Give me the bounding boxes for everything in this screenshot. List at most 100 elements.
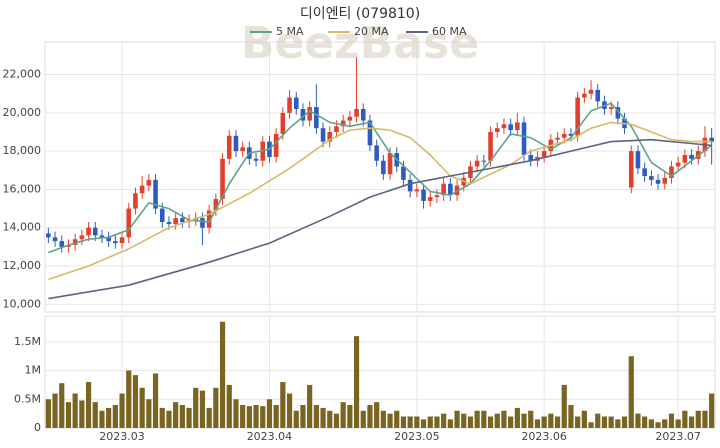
candle-body [166, 222, 172, 224]
volume-bar [72, 393, 78, 428]
candle-body [273, 133, 279, 157]
candle-body [220, 158, 225, 200]
volume-bar [648, 419, 654, 428]
volume-bar [226, 384, 232, 428]
candle-body [334, 126, 339, 132]
candle-body [374, 145, 379, 161]
volume-bar [588, 422, 594, 428]
volume-bar [266, 399, 273, 428]
candle-body [407, 179, 413, 192]
volume-bar [668, 413, 675, 428]
volume-bar [420, 419, 427, 428]
volume-bar [447, 419, 453, 428]
candle-body [615, 107, 621, 119]
volume-bar [280, 382, 286, 428]
candle-body [287, 97, 292, 113]
volume-bar [193, 387, 199, 428]
volume-bar [695, 410, 701, 428]
volume-bar [206, 407, 212, 428]
volume-bar [534, 419, 541, 428]
volume-bar [146, 399, 152, 428]
candle-body [528, 154, 534, 161]
candle-body [92, 227, 98, 236]
volume-bar [521, 413, 527, 428]
volume-bar [179, 405, 185, 428]
watermark: BeezBase [241, 18, 479, 69]
candle-body [387, 153, 393, 175]
y-tick-label: 14,000 [3, 221, 42, 234]
candle-body [655, 179, 661, 184]
x-tick-label: 2023.05 [394, 430, 440, 443]
candle-body [240, 147, 245, 152]
candle-body [72, 239, 78, 245]
volume-bar [541, 416, 547, 428]
volume-bar [253, 405, 259, 428]
candle-body [421, 189, 426, 201]
y-tick-label: 12,000 [3, 259, 42, 272]
volume-bar [615, 419, 621, 428]
candle-body [582, 93, 587, 98]
candle-body [253, 158, 259, 161]
y-tick-label: 16,000 [3, 182, 42, 195]
volume-bar [119, 393, 125, 428]
volume-bar [152, 373, 159, 428]
candle-body [86, 227, 91, 236]
candle-body [642, 168, 647, 177]
candle-body [300, 109, 306, 121]
volume-bar [327, 410, 333, 428]
volume-bar [461, 413, 467, 428]
volume-bar [688, 416, 695, 428]
volume-bar [320, 407, 326, 428]
volume-bar [360, 410, 366, 428]
candle-body [119, 237, 125, 244]
candle-body [226, 135, 232, 159]
volume-bar [347, 405, 353, 428]
volume-bar [313, 405, 319, 428]
volume-bar [307, 384, 313, 428]
candle-body [293, 97, 299, 110]
volume-bar [595, 413, 601, 428]
volume-bar [126, 370, 132, 428]
volume-bar [166, 410, 172, 428]
volume-bar [561, 384, 567, 428]
candle-body [113, 241, 118, 244]
x-tick-label: 2023.06 [521, 430, 567, 443]
legend-label: 60 MA [432, 25, 467, 38]
y-tick-label: 10,000 [3, 297, 42, 310]
candle-body [340, 120, 346, 127]
volume-bar [240, 405, 246, 428]
volume-bar [467, 416, 474, 428]
volume-bar [575, 416, 581, 428]
volume-bar [662, 419, 668, 428]
volume-bar [548, 413, 554, 428]
candle-body [46, 233, 51, 238]
candle-body [709, 137, 714, 142]
volume-bar [601, 416, 608, 428]
volume-bar [85, 382, 92, 428]
candle-body [180, 218, 185, 222]
x-tick-label: 2023.04 [247, 430, 293, 443]
volume-bar [501, 410, 507, 428]
candle-body [327, 132, 333, 142]
y-tick-label: 0 [34, 421, 41, 434]
x-tick-label: 2023.03 [99, 430, 145, 443]
volume-bar [494, 413, 500, 428]
candle-body [427, 197, 433, 201]
volume-bar [112, 405, 118, 428]
candle-body [515, 122, 520, 131]
volume-bar [628, 356, 634, 428]
candle-body [360, 109, 366, 121]
candle-body [52, 237, 58, 242]
ma-line [48, 121, 712, 281]
volume-bar [474, 410, 480, 428]
candle-body [173, 218, 178, 224]
volume-bar [139, 387, 145, 428]
candle-body [561, 133, 567, 138]
volume-bar [387, 413, 393, 428]
candle-body [649, 176, 654, 180]
chart-title: 디이엔티 (079810) [300, 6, 420, 22]
candle-body [454, 185, 460, 196]
candle-body [59, 241, 65, 247]
volume-bar [414, 416, 420, 428]
